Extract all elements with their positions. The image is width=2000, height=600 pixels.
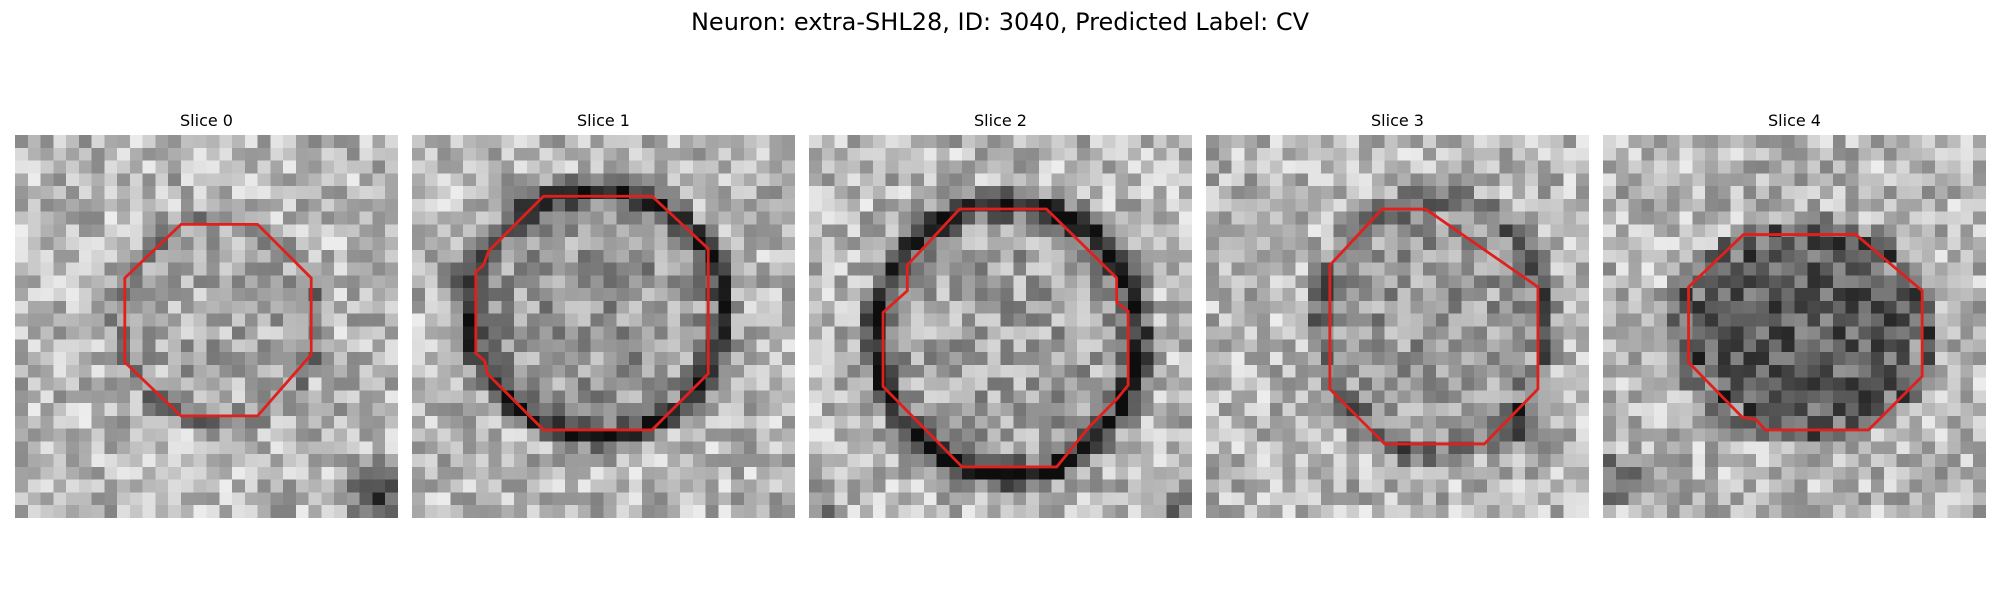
slice-image xyxy=(412,135,795,518)
cell-outline xyxy=(881,207,1130,469)
slice-title: Slice 3 xyxy=(1371,111,1424,130)
slice-image xyxy=(15,135,398,518)
slice-panel-3: Slice 3 xyxy=(1206,110,1589,518)
slice-panel-1: Slice 1 xyxy=(412,110,795,518)
slice-title: Slice 0 xyxy=(180,111,233,130)
slice-image xyxy=(1603,135,1986,518)
slice-title: Slice 1 xyxy=(577,111,630,130)
figure-title: Neuron: extra-SHL28, ID: 3040, Predicted… xyxy=(690,8,1310,36)
cell-outline xyxy=(474,194,710,432)
cell-outline xyxy=(1687,233,1924,432)
cell-outline xyxy=(1328,207,1540,446)
cell-outline xyxy=(123,222,313,418)
slice-panel-0: Slice 0 xyxy=(15,110,398,518)
slice-image xyxy=(1206,135,1589,518)
slice-panel-4: Slice 4 xyxy=(1603,110,1986,518)
slice-title: Slice 2 xyxy=(974,111,1027,130)
slice-title: Slice 4 xyxy=(1768,111,1821,130)
slice-image xyxy=(809,135,1192,518)
slice-panel-2: Slice 2 xyxy=(809,110,1192,518)
